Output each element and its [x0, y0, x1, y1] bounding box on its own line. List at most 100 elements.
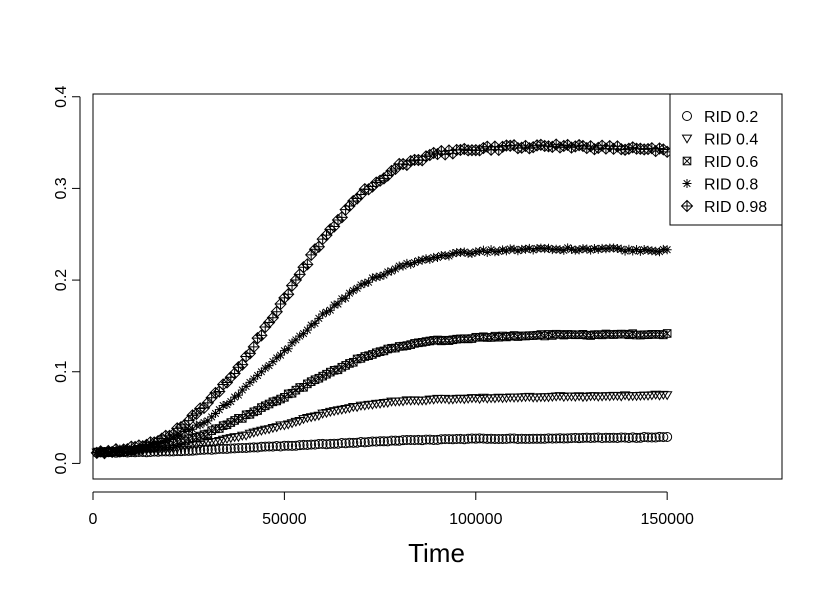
- data-point: [210, 444, 221, 455]
- data-point: [428, 435, 439, 446]
- data-point: [268, 357, 278, 367]
- data-point: [574, 433, 585, 444]
- data-point: [233, 443, 244, 454]
- plot-frame: [92, 93, 783, 480]
- data-point: [314, 313, 324, 323]
- data-point: [493, 433, 504, 444]
- data-point: [597, 433, 608, 444]
- data-point: [494, 247, 504, 257]
- data-point: [516, 433, 527, 444]
- data-point: [310, 439, 321, 450]
- data-point: [253, 370, 263, 380]
- data-point: [451, 433, 462, 444]
- data-point: [639, 432, 650, 443]
- data-point: [513, 246, 523, 256]
- data-point: [433, 252, 442, 262]
- data-point: [413, 434, 424, 445]
- data-point: [321, 307, 331, 317]
- data-point: [616, 432, 627, 443]
- data-point: [459, 434, 470, 445]
- data-point: [298, 439, 309, 450]
- data-point: [195, 444, 206, 455]
- data-point: [498, 245, 508, 255]
- data-point: [332, 438, 343, 449]
- legend-label: RID 0.6: [704, 154, 758, 171]
- data-point: [355, 437, 366, 448]
- data-point: [573, 392, 585, 402]
- data-point: [632, 245, 642, 255]
- data-point: [589, 244, 599, 254]
- data-point: [318, 309, 328, 319]
- data-point: [341, 293, 351, 303]
- data-point: [620, 432, 631, 443]
- data-point: [359, 437, 370, 448]
- data-point: [348, 437, 359, 448]
- data-point: [486, 433, 497, 444]
- data-point: [394, 435, 405, 446]
- data-point: [662, 431, 673, 442]
- data-point: [203, 416, 213, 426]
- data-point: [593, 432, 604, 443]
- data-point: [226, 397, 236, 407]
- legend: RID 0.2 RID 0.4 RID 0.6 RID 0.8 RID 0.98: [669, 93, 783, 226]
- legend-item: RID 0.6: [682, 154, 758, 171]
- data-point: [528, 245, 538, 255]
- data-point: [360, 278, 370, 288]
- data-point: [612, 391, 623, 402]
- data-point: [264, 441, 275, 452]
- data-point: [539, 433, 550, 444]
- data-point: [624, 244, 634, 254]
- data-point: [528, 433, 539, 444]
- data-point: [371, 272, 381, 282]
- data-point: [628, 246, 638, 256]
- data-point: [244, 442, 255, 453]
- data-point: [390, 264, 400, 274]
- data-point: [532, 433, 543, 444]
- legend-label: RID 0.8: [704, 177, 758, 194]
- data-point: [612, 244, 622, 254]
- data-point: [547, 433, 558, 444]
- data-point: [543, 433, 554, 444]
- legend-item: RID 0.8: [682, 177, 758, 194]
- data-point: [520, 433, 531, 444]
- data-point: [247, 340, 260, 354]
- data-point: [337, 294, 347, 304]
- data-point: [566, 433, 577, 444]
- data-point: [410, 258, 420, 268]
- data-point: [566, 244, 576, 254]
- data-point: [478, 433, 489, 444]
- data-point: [524, 243, 534, 253]
- data-point: [650, 432, 661, 443]
- data-point: [214, 405, 224, 415]
- x-axis: 0 50000 100000 150000: [89, 491, 694, 528]
- data-point: [302, 325, 312, 335]
- data-point: [287, 338, 297, 348]
- data-point: [512, 433, 523, 444]
- data-point: [463, 433, 474, 444]
- data-point: [344, 437, 355, 448]
- data-point: [282, 288, 295, 301]
- data-point: [402, 258, 412, 268]
- y-tick-label: 0.3: [53, 177, 70, 199]
- data-point: [398, 261, 408, 271]
- data-point: [601, 244, 611, 254]
- data-point: [241, 442, 252, 453]
- y-tick-label: 0.1: [53, 361, 70, 383]
- data-point: [643, 245, 653, 255]
- data-point: [230, 392, 240, 402]
- data-point: [329, 438, 340, 449]
- data-point: [279, 440, 290, 451]
- data-point: [448, 249, 458, 259]
- data-point: [470, 394, 482, 404]
- x-axis-title: Time: [408, 538, 465, 568]
- data-point: [493, 393, 505, 403]
- data-point: [371, 436, 382, 447]
- data-point: [574, 245, 584, 255]
- data-point: [577, 432, 588, 443]
- data-point: [486, 245, 496, 255]
- data-point: [623, 432, 634, 443]
- data-point: [379, 270, 389, 280]
- data-point: [593, 244, 603, 254]
- data-point: [586, 245, 596, 255]
